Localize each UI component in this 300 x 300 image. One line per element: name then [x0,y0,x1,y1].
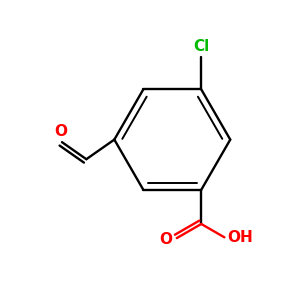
Text: OH: OH [227,230,253,245]
Text: O: O [54,124,67,139]
Text: O: O [159,232,172,247]
Text: Cl: Cl [193,39,209,54]
